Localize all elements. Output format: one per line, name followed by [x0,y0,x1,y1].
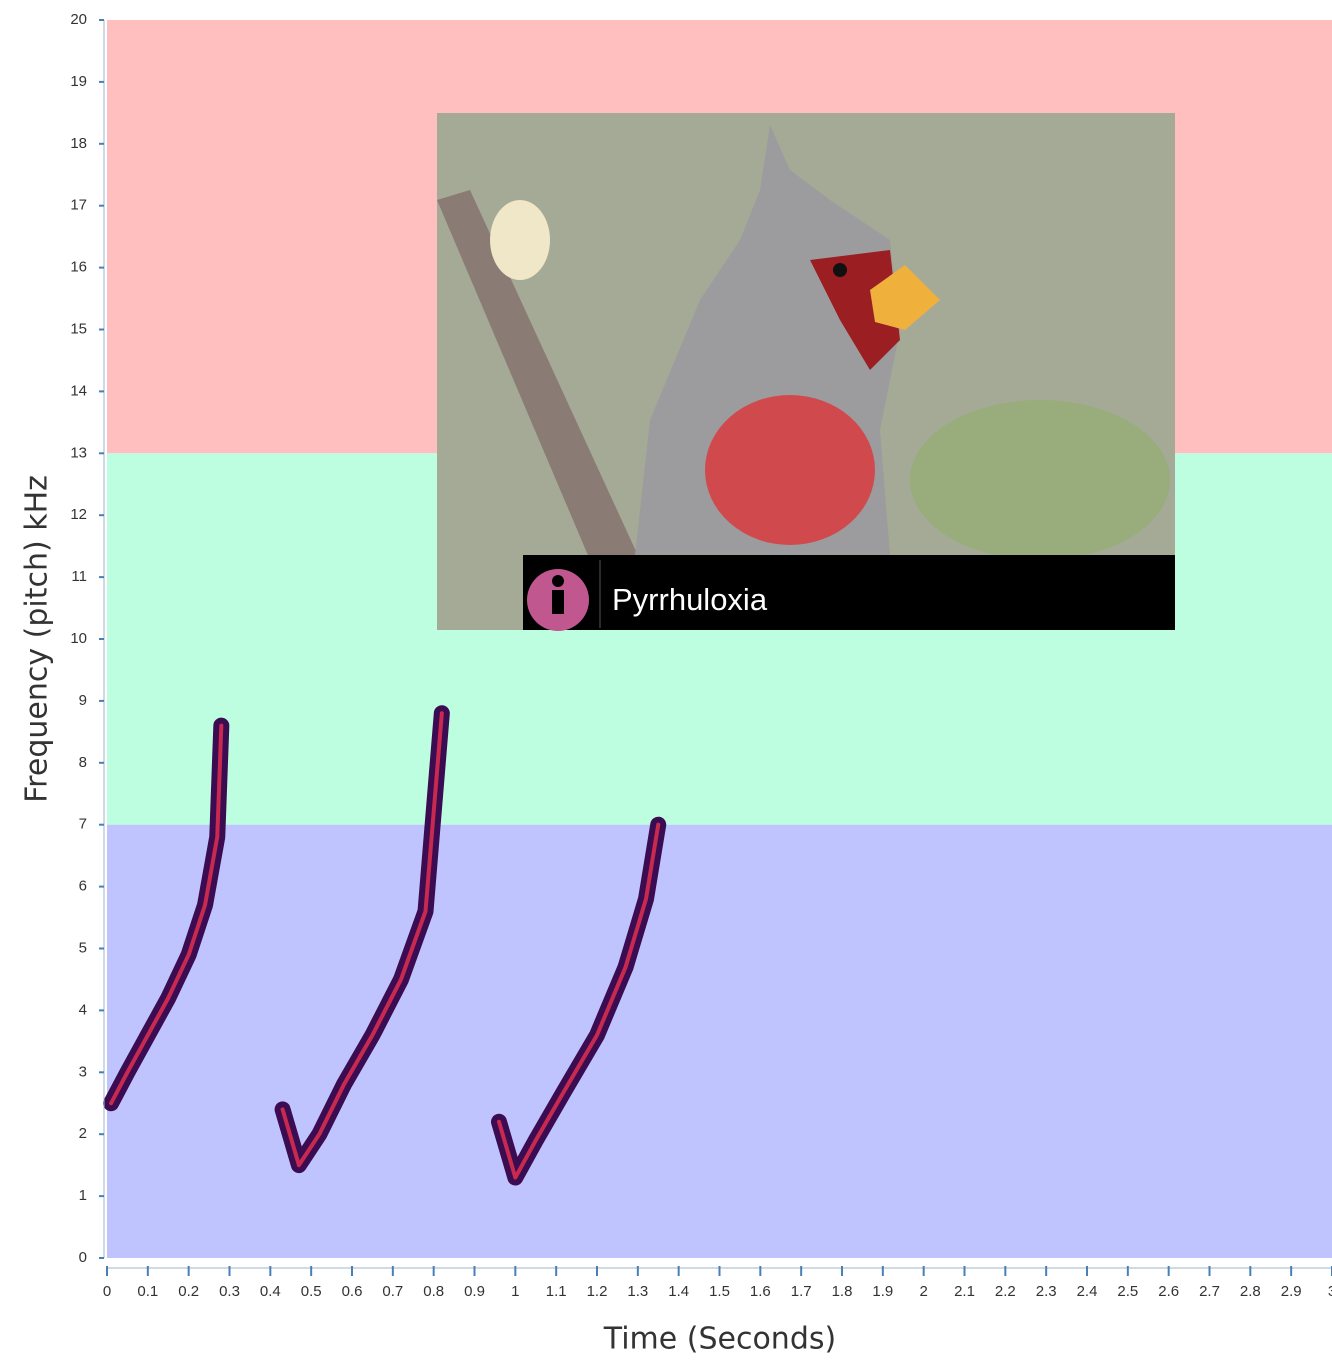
y-axis-label: Frequency (pitch) kHz [20,475,55,803]
call-trace-core [109,723,224,1106]
x-axis-label: Time (Seconds) [603,1322,836,1357]
photo-branch [437,190,640,560]
x-tick-label: 1 [511,1283,519,1300]
y-tick-label: 15 [70,320,87,337]
photo-flowers [490,200,550,280]
x-tick-label: 1.7 [791,1283,812,1300]
y-tick-label: 1 [79,1187,87,1204]
x-tick-label: 0.3 [219,1283,240,1300]
x-tick-label: 1.9 [872,1283,893,1300]
x-tick-label: 0.1 [137,1283,158,1300]
photo-bird-mask [810,250,900,370]
x-tick-label: 2.4 [1077,1283,1098,1300]
x-tick-label: 1.1 [546,1283,567,1300]
x-tick-label: 2.3 [1036,1283,1057,1300]
y-tick-label: 16 [70,259,87,276]
photo-bird-breast [705,395,875,545]
photo-bird-beak [870,265,940,330]
x-tick-label: 0.8 [423,1283,444,1300]
x-tick-label: 2.5 [1117,1283,1138,1300]
frequency-band [107,824,1332,1258]
y-tick-label: 9 [79,692,87,709]
x-tick-label: 0 [103,1283,111,1300]
y-tick-label: 13 [70,444,87,461]
y-tick-label: 3 [79,1063,87,1080]
x-tick-label: 2 [919,1283,927,1300]
y-tick-label: 5 [79,939,87,956]
x-tick-label: 2.2 [995,1283,1016,1300]
y-tick-label: 0 [79,1249,87,1266]
y-tick-label: 10 [70,630,87,647]
traces [103,705,667,1186]
caption-bar [523,555,1175,630]
x-tick-label: 3 [1328,1283,1332,1300]
y-tick-label: 18 [70,135,87,152]
x-tick-label: 2.7 [1199,1283,1220,1300]
y-tick-label: 7 [79,816,87,833]
x-tick-label: 0.2 [178,1283,199,1300]
y-tick-label: 11 [71,568,87,585]
y-tick-label: 12 [70,506,87,523]
image-caption: Pyrrhuloxia [612,582,768,617]
x-tick-label: 2.1 [954,1283,975,1300]
y-tick-label: 20 [70,11,87,28]
x-tick-label: 0.7 [382,1283,403,1300]
x-tick-label: 0.4 [260,1283,281,1300]
x-tick-label: 0.6 [342,1283,363,1300]
x-tick-label: 2.9 [1281,1283,1302,1300]
y-tick-label: 8 [79,754,87,771]
x-tick-label: 2.6 [1158,1283,1179,1300]
photo-bird-eye [833,263,847,277]
y-tick-label: 17 [70,197,87,214]
x-tick-label: 1.6 [750,1283,771,1300]
x-tick-label: 0.5 [301,1283,322,1300]
call-trace-core [497,822,661,1180]
y-tick-label: 6 [79,878,87,895]
x-tick-label: 2.8 [1240,1283,1261,1300]
x-tick-label: 0.9 [464,1283,485,1300]
y-tick-label: 2 [79,1125,87,1142]
x-tick-label: 1.4 [668,1283,689,1300]
x-tick-label: 1.5 [709,1283,730,1300]
y-tick-label: 4 [79,1001,87,1018]
x-tick-label: 1.3 [627,1283,648,1300]
x-tick-label: 1.8 [832,1283,853,1300]
y-tick-label: 19 [70,73,87,90]
info-icon-dot [552,575,564,587]
bird-photo[interactable]: Pyrrhuloxia [437,113,1175,631]
x-tick-label: 1.2 [587,1283,608,1300]
info-icon-stem [552,590,564,614]
photo-foliage [910,400,1170,560]
call-trace-core [280,711,444,1168]
y-tick-label: 14 [70,382,87,399]
